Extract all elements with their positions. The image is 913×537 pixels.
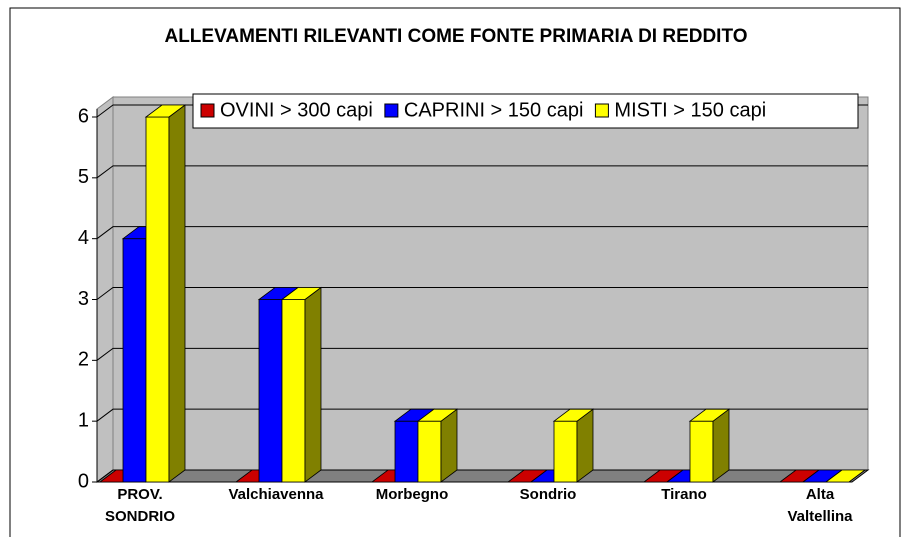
bar-top	[824, 469, 867, 483]
grid-line	[96, 408, 868, 422]
x-tick-label: Alta Valtellina	[787, 486, 853, 525]
y-tick-label: 6	[78, 105, 89, 127]
y-tick-label: 0	[78, 470, 89, 492]
legend-swatch	[384, 103, 399, 118]
bar-front	[145, 116, 170, 483]
bar-side	[168, 104, 186, 483]
bar-front	[553, 420, 578, 483]
bar-side	[576, 408, 594, 483]
bar-side	[712, 408, 730, 483]
bar-front	[122, 238, 147, 483]
bar-top	[416, 408, 459, 422]
bar-front	[281, 299, 306, 483]
x-tick-label: Tirano	[661, 486, 707, 503]
legend	[192, 93, 859, 129]
x-tick-label: Sondrio	[519, 486, 577, 503]
y-tick-label: 5	[78, 166, 89, 188]
bar-front	[417, 420, 442, 483]
legend-swatch	[200, 103, 215, 118]
legend-label: OVINI > 300 capi	[220, 99, 373, 121]
x-tick-label: Valchiavenna	[228, 486, 324, 503]
floor	[95, 469, 870, 483]
y-tick-label: 2	[78, 349, 89, 371]
y-tick-label: 4	[78, 227, 89, 249]
bar-front	[394, 420, 419, 483]
chart-title: ALLEVAMENTI RILEVANTI COME FONTE PRIMARI…	[164, 26, 748, 47]
bar-top	[552, 408, 595, 422]
back-wall	[112, 96, 869, 471]
y-tick-label: 1	[78, 409, 89, 431]
y-tick-label: 3	[78, 288, 89, 310]
bar-front	[258, 299, 283, 483]
grid-line	[96, 287, 868, 300]
bar-top	[688, 408, 731, 422]
grid-line	[96, 469, 868, 483]
grid-line	[96, 226, 868, 240]
bar-top	[144, 104, 187, 118]
grid-line	[96, 165, 868, 179]
bar-front	[689, 420, 714, 483]
x-tick-label: Morbegno	[375, 486, 449, 503]
bar-side	[304, 286, 322, 483]
x-tick-label: PROV. SONDRIO	[104, 486, 176, 525]
legend-swatch	[594, 103, 609, 118]
bar-top	[280, 287, 323, 300]
legend-label: MISTI > 150 capi	[614, 99, 766, 121]
chart-frame	[9, 7, 901, 537]
grid-line	[96, 347, 868, 361]
legend-label: CAPRINI > 150 capi	[404, 99, 584, 121]
bar-side	[440, 408, 458, 483]
